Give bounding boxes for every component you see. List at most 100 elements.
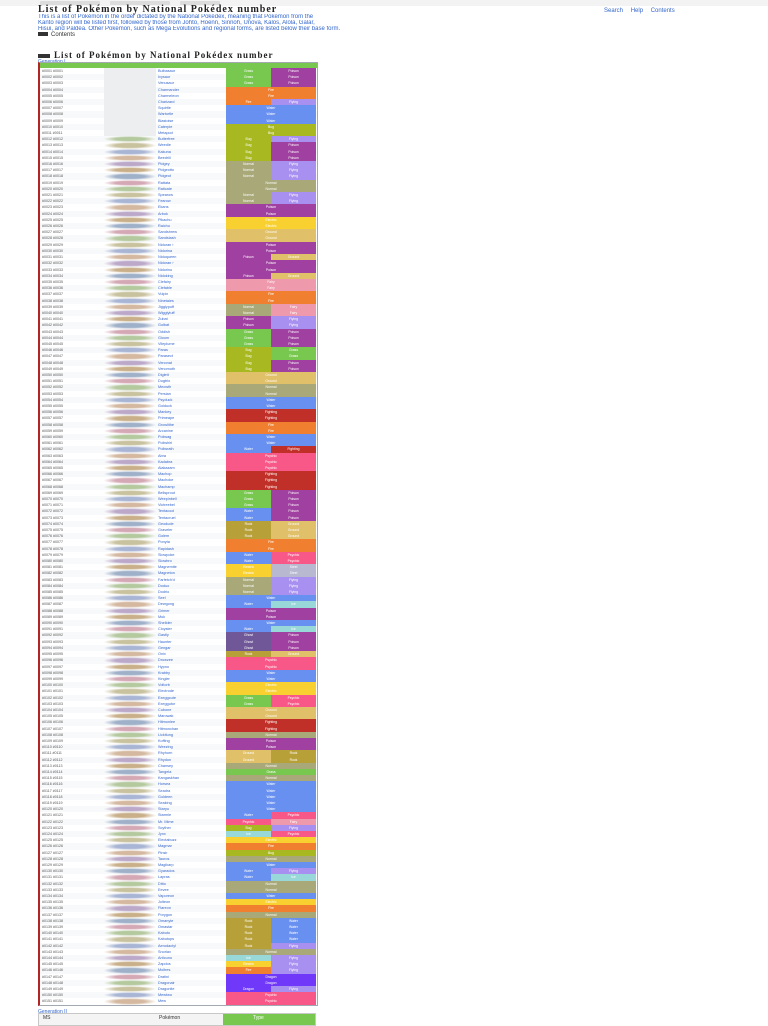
pokemon-name-link[interactable]: Ivysaur: [158, 75, 171, 80]
contents-link[interactable]: Contents: [650, 8, 675, 14]
type-badge[interactable]: Ground: [271, 527, 316, 534]
type-badge[interactable]: Ice: [226, 955, 271, 962]
pokemon-name-link[interactable]: Dragonair: [158, 980, 175, 985]
pokemon-name-link[interactable]: Golbat: [158, 323, 170, 328]
type-badge[interactable]: Poison: [271, 644, 316, 652]
pokemon-name-link[interactable]: Mew: [158, 999, 167, 1004]
type-badge[interactable]: Fire: [226, 967, 271, 974]
type-badge[interactable]: Grass: [226, 502, 271, 509]
type-badge[interactable]: Ground: [226, 756, 271, 763]
type-badge[interactable]: Grass: [226, 489, 271, 497]
type-badge[interactable]: Poison: [271, 80, 316, 87]
pokemon-name-link[interactable]: Magmar: [158, 844, 172, 849]
type-badge[interactable]: Flying: [271, 322, 316, 329]
type-badge[interactable]: Water: [271, 924, 316, 931]
type-badge[interactable]: Normal: [226, 855, 316, 862]
type-badge[interactable]: Poison: [226, 204, 316, 211]
pokemon-name-link[interactable]: Poliwag: [158, 434, 172, 439]
pokemon-name-link[interactable]: Exeggcute: [158, 695, 176, 700]
type-badge[interactable]: Electric: [226, 688, 316, 695]
type-badge[interactable]: Water: [226, 781, 316, 788]
pokemon-name-link[interactable]: Meowth: [158, 385, 172, 390]
pokemon-name-link[interactable]: Goldeen: [158, 794, 173, 799]
type-badge[interactable]: Fairy: [226, 285, 316, 292]
pokemon-name-link[interactable]: Wigglytuff: [158, 310, 175, 315]
pokemon-name-link[interactable]: Electrode: [158, 689, 175, 694]
pokemon-name-link[interactable]: Venomoth: [158, 366, 176, 371]
type-badge[interactable]: Normal: [226, 167, 271, 174]
type-badge[interactable]: Poison: [271, 142, 316, 149]
type-badge[interactable]: Poison: [271, 74, 316, 81]
pokemon-name-link[interactable]: Doduo: [158, 583, 170, 588]
type-badge[interactable]: Poison: [226, 210, 316, 217]
type-badge[interactable]: Psychic: [226, 663, 316, 670]
type-badge[interactable]: Poison: [226, 607, 316, 614]
type-badge[interactable]: Normal: [226, 582, 271, 590]
pokemon-name-link[interactable]: Koffing: [158, 738, 170, 743]
pokemon-name-link[interactable]: Nidorina: [158, 248, 173, 253]
type-badge[interactable]: Flying: [271, 967, 316, 974]
type-badge[interactable]: Ground: [271, 651, 316, 658]
type-badge[interactable]: Psychic: [226, 452, 316, 459]
type-badge[interactable]: Ground: [271, 520, 316, 528]
type-badge[interactable]: Psychic: [226, 818, 271, 825]
pokemon-name-link[interactable]: Weezing: [158, 745, 173, 750]
type-badge[interactable]: Electric: [226, 216, 316, 224]
type-badge[interactable]: Normal: [226, 948, 316, 956]
type-badge[interactable]: Water: [226, 446, 271, 453]
pokemon-name-link[interactable]: Squirtle: [158, 106, 171, 111]
type-badge[interactable]: Normal: [226, 775, 316, 782]
type-badge[interactable]: Water: [226, 669, 316, 676]
type-badge[interactable]: Steel: [271, 564, 316, 571]
type-badge[interactable]: Grass: [226, 328, 271, 335]
type-badge[interactable]: Poison: [271, 359, 316, 366]
pokemon-name-link[interactable]: Blastoise: [158, 118, 174, 123]
pokemon-name-link[interactable]: Caterpie: [158, 124, 173, 129]
type-badge[interactable]: Ground: [226, 371, 316, 379]
pokemon-name-link[interactable]: Abra: [158, 453, 167, 458]
pokemon-name-link[interactable]: Pinsir: [158, 850, 168, 855]
type-badge[interactable]: Water: [271, 917, 316, 925]
type-badge[interactable]: Water: [226, 117, 316, 124]
type-badge[interactable]: Water: [226, 874, 271, 881]
pokemon-name-link[interactable]: Kadabra: [158, 459, 173, 464]
type-badge[interactable]: Psychic: [226, 998, 316, 1005]
type-badge[interactable]: Poison: [226, 316, 271, 323]
pokemon-name-link[interactable]: Oddish: [158, 329, 171, 334]
type-badge[interactable]: Grass: [226, 74, 271, 81]
pokemon-name-link[interactable]: Spearow: [158, 193, 173, 198]
type-badge[interactable]: Poison: [271, 489, 316, 497]
type-badge[interactable]: Poison: [226, 247, 316, 255]
type-badge[interactable]: Grass: [226, 80, 271, 87]
pokemon-name-link[interactable]: Butterfree: [158, 137, 175, 142]
pokemon-name-link[interactable]: Nidoran♀: [158, 242, 175, 247]
type-badge[interactable]: Water: [226, 402, 316, 410]
type-badge[interactable]: Fire: [226, 427, 316, 434]
type-badge[interactable]: Electric: [226, 899, 316, 906]
type-badge[interactable]: Water: [226, 396, 316, 403]
type-badge[interactable]: Rock: [226, 930, 271, 937]
pokemon-name-link[interactable]: Graveler: [158, 528, 173, 533]
pokemon-name-link[interactable]: Flareon: [158, 906, 171, 911]
type-badge[interactable]: Poison: [226, 737, 316, 745]
pokemon-name-link[interactable]: Rhydon: [158, 757, 172, 762]
pokemon-name-link[interactable]: Hypno: [158, 664, 169, 669]
pokemon-name-link[interactable]: Raichu: [158, 224, 170, 229]
pokemon-name-link[interactable]: Wartortle: [158, 112, 174, 117]
type-badge[interactable]: Flying: [271, 161, 316, 168]
pokemon-name-link[interactable]: Diglett: [158, 372, 169, 377]
type-badge[interactable]: Poison: [271, 340, 316, 348]
type-badge[interactable]: Bug: [226, 154, 271, 162]
type-badge[interactable]: Normal: [226, 762, 316, 769]
type-badge[interactable]: Normal: [226, 192, 271, 199]
pokemon-name-link[interactable]: Drowzee: [158, 658, 173, 663]
type-badge[interactable]: Water: [226, 551, 271, 559]
type-badge[interactable]: Bug: [226, 365, 271, 372]
pokemon-name-link[interactable]: Chansey: [158, 763, 173, 768]
type-badge[interactable]: Ground: [271, 272, 316, 279]
type-badge[interactable]: Grass: [226, 334, 271, 341]
pokemon-name-link[interactable]: Kangaskhan: [158, 776, 180, 781]
type-badge[interactable]: Rock: [226, 942, 271, 949]
pokemon-name-link[interactable]: Clefable: [158, 286, 172, 291]
pokemon-name-link[interactable]: Charmander: [158, 87, 180, 92]
